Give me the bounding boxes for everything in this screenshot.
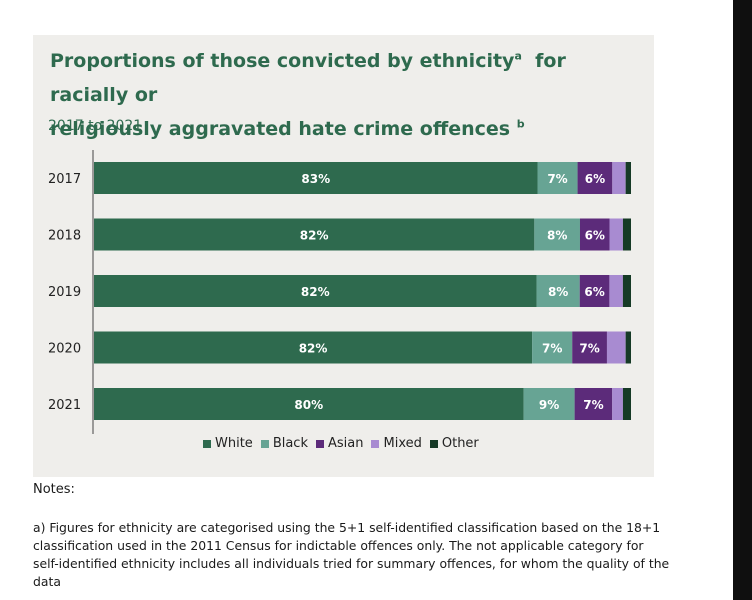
bar-segment-white [94, 162, 538, 194]
legend-label: White [215, 436, 253, 451]
legend-label: Mixed [383, 436, 422, 451]
legend-label: Other [441, 436, 479, 451]
bar-segment-other [622, 218, 631, 251]
legend-swatch [316, 439, 324, 448]
bar-segment-mixed [612, 162, 626, 194]
chart-legend: White Black Asian Mixed Other [203, 436, 487, 451]
data-label-asian: 7% [579, 342, 599, 356]
bar-segment-white [94, 275, 537, 307]
legend-item-asian: Asian [316, 436, 363, 451]
legend-label: Black [272, 436, 308, 451]
bar-segment-mixed [612, 388, 623, 420]
y-tick-label: 2020 [48, 342, 81, 357]
bar-segment-asian [579, 275, 610, 307]
bar-segment-mixed [606, 331, 626, 364]
bar-segment-mixed [609, 218, 623, 251]
legend-item-mixed: Mixed [371, 436, 422, 451]
data-label-asian: 6% [585, 172, 605, 186]
bar-segment-black [523, 388, 575, 420]
chart-title-line2: for racially or [50, 50, 566, 106]
data-label-asian: 6% [584, 285, 604, 299]
data-label-white: 83% [301, 172, 330, 186]
data-label-black: 9% [539, 398, 559, 412]
legend-label: Asian [328, 436, 364, 451]
data-label-white: 80% [294, 398, 323, 412]
bar-segment-asian [572, 331, 607, 364]
bar-segment-black [534, 218, 580, 251]
bar-segment-white [94, 388, 524, 420]
legend-swatch [371, 439, 380, 448]
data-label-black: 7% [542, 342, 562, 356]
bar-segment-white [94, 331, 533, 364]
bar-segment-asian [574, 388, 613, 420]
bar-segment-black [536, 275, 580, 307]
bar-segment-mixed [609, 275, 623, 307]
bar-segment-asian [577, 162, 613, 194]
data-label-white: 82% [300, 229, 329, 243]
bar-segment-other [625, 331, 631, 364]
chart-title-line3: religiously aggravated hate crime offenc… [50, 118, 511, 140]
y-tick-label: 2021 [48, 398, 81, 413]
chart-subtitle: 2017 to 2021 [48, 118, 143, 134]
notes-heading: Notes: [33, 482, 75, 497]
footnote-marker-b: b [516, 117, 525, 131]
bar-segment-other [625, 162, 631, 194]
bar-segment-other [622, 275, 631, 307]
right-edge-strip [733, 0, 752, 600]
data-label-asian: 6% [585, 229, 605, 243]
legend-item-other: Other [429, 436, 479, 451]
data-label-black: 7% [547, 172, 567, 186]
y-tick-label: 2018 [48, 229, 81, 244]
footnote-marker-a: a [514, 49, 522, 63]
legend-item-black: Black [260, 436, 308, 451]
bar-segment-white [94, 218, 535, 251]
chart-title-line1: Proportions of those convicted by ethnic… [50, 50, 515, 72]
y-tick-label: 2019 [48, 285, 81, 300]
y-tick-label: 2017 [48, 172, 81, 187]
notes-text: a) Figures for ethnicity are categorised… [33, 520, 670, 589]
data-label-asian: 7% [583, 398, 603, 412]
data-label-white: 82% [301, 285, 330, 299]
legend-swatch [429, 439, 438, 448]
bar-segment-black [532, 331, 573, 364]
data-label-black: 8% [548, 285, 568, 299]
data-label-white: 82% [299, 342, 328, 356]
bar-segment-other [622, 388, 631, 420]
legend-item-white: White [203, 436, 253, 451]
chart-title: Proportions of those convicted by ethnic… [50, 44, 640, 146]
bar-segment-black [537, 162, 578, 194]
legend-swatch [260, 439, 269, 448]
legend-swatch [203, 439, 211, 448]
bar-segment-asian [579, 218, 610, 251]
data-label-black: 8% [547, 229, 567, 243]
